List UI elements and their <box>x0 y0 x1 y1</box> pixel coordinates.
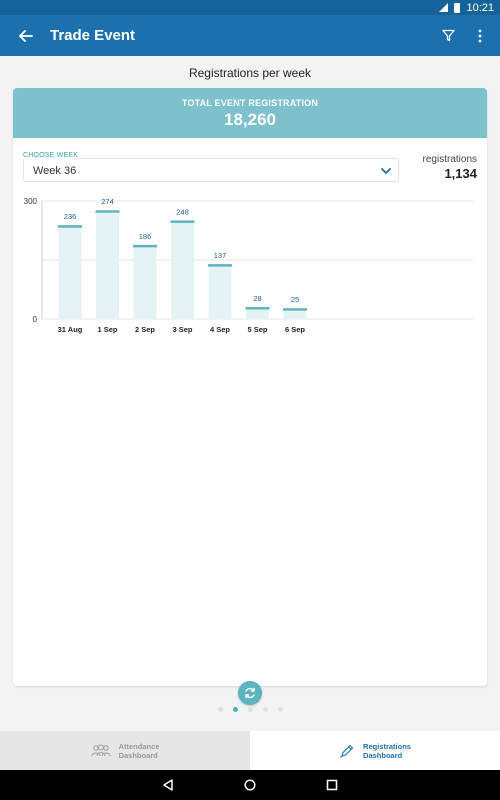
registrations-value: 1,134 <box>444 166 477 181</box>
page-dot[interactable] <box>262 707 268 712</box>
app-bar: Trade Event <box>0 15 500 56</box>
bar-value-label: 137 <box>214 251 227 260</box>
nav-attendance-label: Attendance Dashboard <box>119 742 160 760</box>
bottom-nav: Attendance Dashboard Registrations Dashb… <box>0 731 500 770</box>
week-select[interactable]: Week 36 <box>23 158 399 182</box>
sync-icon <box>245 687 255 699</box>
registrations-label: registrations <box>422 154 477 165</box>
circle-home-icon <box>244 779 256 791</box>
sync-button[interactable] <box>238 681 262 705</box>
registrations-chart: 0 300 236 31 Aug 274 1 Sep 186 2 Sep 248 3 Sep 137… <box>13 191 487 341</box>
total-registration-value: 18,260 <box>224 110 276 129</box>
bar-cap <box>58 225 82 228</box>
arrow-left-icon <box>19 29 33 42</box>
back-button[interactable] <box>14 24 38 48</box>
bar-cap <box>95 210 120 213</box>
pen-icon <box>340 744 354 758</box>
bar-value-label: 236 <box>64 212 77 221</box>
more-options-button[interactable] <box>468 24 492 48</box>
x-tick-label: 1 Sep <box>97 325 117 334</box>
bar <box>283 309 307 319</box>
total-registration-banner: TOTAL EVENT REGISTRATION 18,260 <box>13 88 487 138</box>
registrations-card: TOTAL EVENT REGISTRATION 18,260 Week 36 … <box>13 88 487 686</box>
nav-registrations-line1: Registrations <box>363 741 411 751</box>
page-indicator <box>0 707 500 712</box>
page-title: Registrations per week <box>188 66 312 80</box>
bar-cap <box>245 306 270 310</box>
status-bar: 10:21 <box>0 0 500 15</box>
page-dot[interactable] <box>232 707 238 712</box>
x-tick-label: 5 Sep <box>247 325 267 334</box>
system-home-button[interactable] <box>239 774 261 796</box>
system-nav-bar <box>0 770 500 800</box>
nav-registrations-label: Registrations Dashboard <box>363 742 411 760</box>
filter-button[interactable] <box>436 24 460 48</box>
people-icon <box>91 744 111 756</box>
signal-icon <box>439 3 449 12</box>
nav-attendance-dashboard[interactable]: Attendance Dashboard <box>0 731 250 770</box>
triangle-back-icon <box>163 779 173 791</box>
bar <box>133 245 157 319</box>
x-tick-label: 31 Aug <box>58 325 83 334</box>
nav-registrations-line2: Dashboard <box>363 750 403 760</box>
week-select-label: CHOOSE WEEK <box>23 152 79 159</box>
bar <box>246 307 269 319</box>
bar <box>208 265 232 319</box>
x-tick-label: 6 Sep <box>285 325 305 334</box>
nav-registrations-dashboard[interactable]: Registrations Dashboard <box>250 731 500 770</box>
week-select-value: Week 36 <box>33 165 77 177</box>
page-dot[interactable] <box>277 707 283 712</box>
square-recents-icon <box>326 779 338 791</box>
app-title: Trade Event <box>50 27 136 44</box>
bar-value-label: 25 <box>291 295 299 304</box>
nav-attendance-line1: Attendance <box>118 741 160 751</box>
filter-icon <box>441 29 455 42</box>
x-tick-label: 2 Sep <box>135 325 155 334</box>
bar-value-label: 186 <box>139 232 152 241</box>
x-tick-label: 4 Sep <box>210 325 230 334</box>
bar <box>96 211 119 319</box>
chevron-down-icon <box>381 168 391 174</box>
page-dot[interactable] <box>247 707 253 712</box>
bar-cap <box>283 308 307 311</box>
system-recents-button[interactable] <box>321 774 343 796</box>
bar-value-label: 248 <box>176 207 189 216</box>
status-time: 10:21 <box>466 1 494 14</box>
bar-value-label: 274 <box>101 197 114 206</box>
bar-chart: 0 300 236 31 Aug 274 1 Sep 186 2 Sep 248 3 Sep 137… <box>24 197 473 334</box>
page-dot[interactable] <box>217 707 223 712</box>
bar-value-label: 28 <box>253 294 261 303</box>
y-tick-label: 300 <box>24 197 38 206</box>
bar <box>58 226 82 319</box>
total-registration-label: TOTAL EVENT REGISTRATION <box>181 98 319 108</box>
x-tick-label: 3 Sep <box>172 325 192 334</box>
y-tick-label: 0 <box>33 315 38 324</box>
bar-cap <box>170 220 195 223</box>
nav-attendance-line2: Dashboard <box>118 750 158 760</box>
bar-cap <box>133 244 157 248</box>
system-back-button[interactable] <box>157 774 179 796</box>
bar-cap <box>208 264 232 267</box>
bar <box>171 221 194 319</box>
more-vert-icon <box>478 29 482 42</box>
battery-icon <box>454 2 461 13</box>
